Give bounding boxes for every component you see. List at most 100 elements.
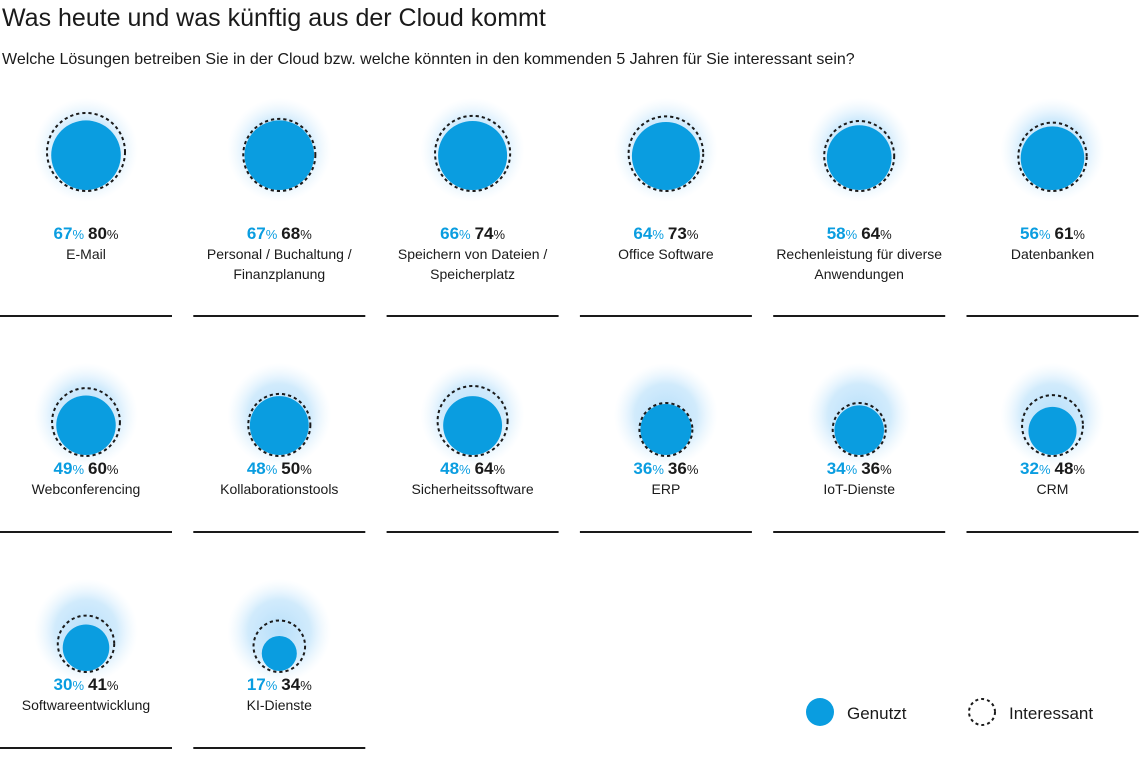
interest-ring <box>247 392 312 458</box>
interest-value: 61 <box>1055 224 1074 243</box>
category-label: CRM <box>1037 481 1069 497</box>
interest-percent: % <box>880 227 892 242</box>
category-label: Office Software <box>618 246 714 262</box>
bubble-cell: 58% 64% Rechenleistung für diverse Anwendun… <box>773 98 946 317</box>
interest-value: 41 <box>88 675 107 694</box>
interest-percent: % <box>107 227 119 242</box>
used-percent: % <box>459 462 471 477</box>
legend-interest-marker <box>968 698 996 726</box>
interest-percent: % <box>107 678 119 693</box>
category-label: Personal / Buchaltung / <box>207 246 352 262</box>
used-bubble <box>249 396 309 456</box>
interest-ring <box>56 614 116 674</box>
interest-percent: % <box>494 227 506 242</box>
value-label: 36% 36% <box>633 459 698 478</box>
used-percent: % <box>1039 462 1051 477</box>
used-percent: % <box>459 227 471 242</box>
used-percent: % <box>846 227 858 242</box>
category-label: Finanzplanung <box>233 266 325 282</box>
category-label: Speicherplatz <box>430 266 515 282</box>
category-label: Datenbanken <box>1011 246 1094 262</box>
category-label: Softwareentwicklung <box>22 697 150 713</box>
legend-used-label: Genutzt <box>847 704 907 723</box>
bubble-cell: 48% 50% Kollaborationstools <box>193 363 366 533</box>
legend-interest-label: Interessant <box>1009 704 1093 723</box>
used-percent: % <box>72 462 84 477</box>
value-label: 32% 48% <box>1020 459 1085 478</box>
used-bubble <box>631 122 700 190</box>
used-percent: % <box>266 462 278 477</box>
used-value: 30 <box>54 675 73 694</box>
interest-ring <box>51 387 121 458</box>
interest-value: 34 <box>281 675 300 694</box>
used-percent: % <box>652 227 664 242</box>
interest-ring <box>242 117 317 192</box>
legend: Genutzt Interessant <box>806 698 1093 726</box>
interest-value: 36 <box>668 459 687 478</box>
bubble-cell: 64% 73%Office Software <box>579 98 752 317</box>
interest-ring <box>627 115 705 193</box>
used-value: 49 <box>54 459 73 478</box>
chart-subtitle: Welche Lösungen betreiben Sie in der Clo… <box>2 51 855 68</box>
value-label: 17% 34% <box>247 675 312 694</box>
bubble-cell: 67% 80%E-Mail <box>0 98 172 317</box>
interest-ring <box>1021 394 1084 458</box>
used-percent: % <box>72 227 84 242</box>
interest-ring <box>252 619 307 673</box>
used-value: 17 <box>247 675 266 694</box>
interest-percent: % <box>494 462 506 477</box>
interest-ring <box>823 120 896 192</box>
category-label: Rechenleistung für diverse <box>776 246 942 262</box>
used-bubble <box>1020 126 1085 190</box>
used-value: 48 <box>247 459 266 478</box>
bubble-cell: 17% 34% KI-Dienste <box>193 579 366 749</box>
interest-percent: % <box>880 462 892 477</box>
halo-glow <box>227 579 332 683</box>
used-bubble <box>261 635 297 671</box>
interest-value: 64 <box>475 459 494 478</box>
bubble-cell: 49% 60%Webconferencing <box>0 363 172 533</box>
interest-value: 50 <box>281 459 300 478</box>
bubble-cell: 32% 48%CRM <box>966 363 1139 533</box>
chart-title: Was heute und was künftig aus der Cloud … <box>2 4 546 32</box>
interest-value: 60 <box>88 459 107 478</box>
interest-value: 73 <box>668 224 687 243</box>
used-bubble <box>56 395 116 455</box>
value-label: 66% 74% <box>440 224 505 243</box>
used-bubble <box>244 120 315 190</box>
used-percent: % <box>652 462 664 477</box>
used-value: 66 <box>440 224 459 243</box>
interest-value: 48 <box>1055 459 1074 478</box>
value-label: 56% 61% <box>1020 224 1085 243</box>
interest-ring <box>831 402 887 457</box>
used-bubble <box>51 120 121 190</box>
interest-percent: % <box>300 462 312 477</box>
used-value: 56 <box>1020 224 1039 243</box>
value-label: 64% 73% <box>633 224 698 243</box>
interest-percent: % <box>107 462 119 477</box>
interest-percent: % <box>300 227 312 242</box>
category-label: ERP <box>652 481 681 497</box>
used-percent: % <box>72 678 84 693</box>
value-label: 48% 50% <box>247 459 312 478</box>
interest-value: 36 <box>861 459 880 478</box>
value-label: 49% 60% <box>54 459 119 478</box>
used-bubble <box>1028 406 1077 455</box>
interest-percent: % <box>1073 227 1085 242</box>
used-value: 36 <box>633 459 652 478</box>
value-label: 34% 36% <box>827 459 892 478</box>
interest-percent: % <box>1073 462 1085 477</box>
bubble-cell: 34% 36% IoT-Dienste <box>773 363 946 533</box>
used-value: 64 <box>633 224 652 243</box>
category-label: IoT-Dienste <box>823 481 895 497</box>
value-label: 67% 80% <box>54 224 119 243</box>
category-label: Speichern von Dateien / <box>398 246 548 262</box>
interest-ring <box>436 385 509 457</box>
used-bubble <box>640 404 692 455</box>
used-bubble <box>826 125 892 190</box>
used-percent: % <box>266 227 278 242</box>
used-value: 67 <box>54 224 73 243</box>
bubble-cell: 66% 74% Speichern von Dateien / Speicherpla… <box>386 98 559 317</box>
used-value: 32 <box>1020 459 1039 478</box>
